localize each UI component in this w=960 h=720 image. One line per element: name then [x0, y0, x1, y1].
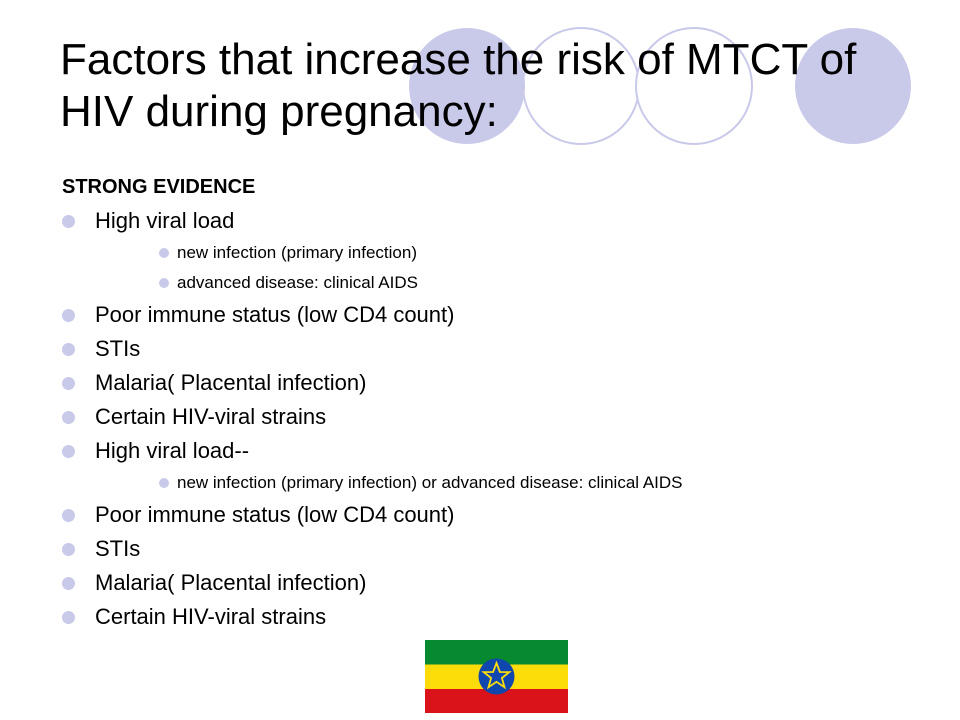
bullet-item-label: Certain HIV-viral strains	[95, 404, 327, 429]
bullet-item: Certain HIV-viral strains	[62, 400, 922, 434]
sub-bullet-list: new infection (primary infection) or adv…	[95, 468, 922, 498]
deco-circle-4	[795, 28, 911, 144]
flag-emblem-star	[481, 660, 512, 690]
deco-circle-1	[409, 28, 525, 144]
bullet-item-label: High viral load	[95, 208, 235, 233]
bullet-item: Malaria( Placental infection)	[62, 566, 922, 600]
bullet-item: STIs	[62, 532, 922, 566]
bullet-item: Poor immune status (low CD4 count)	[62, 498, 922, 532]
bullet-item: Poor immune status (low CD4 count)	[62, 298, 922, 332]
decorative-circles	[409, 27, 911, 145]
sub-bullet-list: new infection (primary infection) advance…	[95, 238, 922, 298]
slide-title: Factors that increase the risk of MTCT o…	[60, 35, 857, 136]
bullet-item-label: Malaria( Placental infection)	[95, 570, 367, 595]
flag-emblem-disc	[478, 658, 515, 695]
ethiopian-flag-icon	[425, 640, 568, 713]
bullet-list: High viral load new infection (primary in…	[62, 204, 922, 634]
deco-circle-3	[635, 27, 753, 145]
bullet-item: High viral load new infection (primary in…	[62, 204, 922, 298]
section-heading: STRONG EVIDENCE	[62, 176, 256, 198]
bullet-item-label: Poor immune status (low CD4 count)	[95, 302, 455, 327]
sub-bullet-item: advanced disease: clinical AIDS	[159, 268, 922, 298]
bullet-item-label: STIs	[95, 536, 141, 561]
slide-body: STRONG EVIDENCE High viral load new infec…	[62, 170, 922, 634]
bullet-item: Certain HIV-viral strains	[62, 600, 922, 634]
bullet-item-label: Certain HIV-viral strains	[95, 604, 327, 629]
sub-bullet-item: new infection (primary infection) or adv…	[159, 468, 922, 498]
sub-bullet-item: new infection (primary infection)	[159, 238, 922, 268]
bullet-item-label: STIs	[95, 336, 141, 361]
bullet-item-label: High viral load--	[95, 438, 250, 463]
bullet-item: High viral load-- new infection (primary …	[62, 434, 922, 498]
bullet-item-label: Malaria( Placental infection)	[95, 370, 367, 395]
bullet-item-label: Poor immune status (low CD4 count)	[95, 502, 455, 527]
bullet-item: Malaria( Placental infection)	[62, 366, 922, 400]
bullet-item: STIs	[62, 332, 922, 366]
